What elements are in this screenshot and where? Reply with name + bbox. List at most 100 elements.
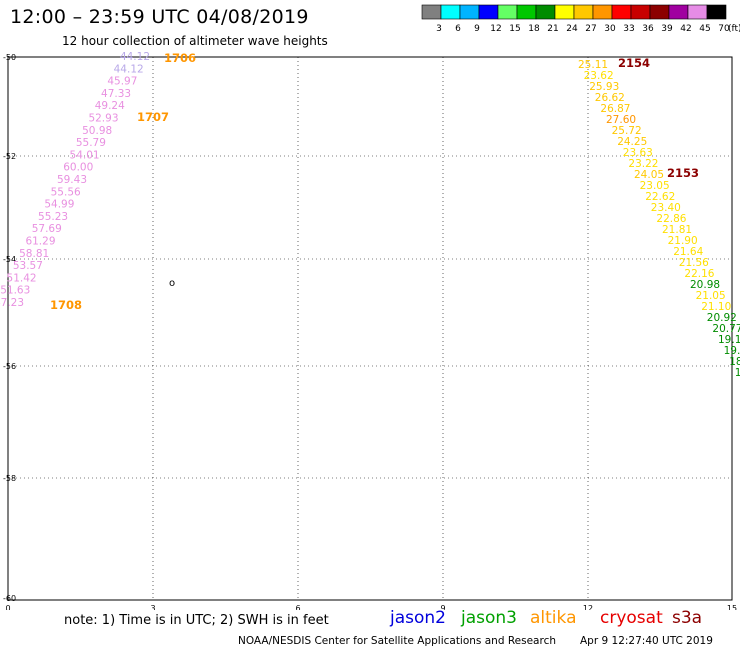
right-track-height-label: 26.87 [600, 103, 630, 115]
satellite-cryosat-label: cryosat [600, 608, 663, 628]
right-track-height-label: 22.62 [645, 191, 675, 203]
left-track-height-label: 45.97 [107, 76, 137, 88]
left-track-height-label: 44.12 [120, 51, 150, 63]
satellite-jason3-label: jason3 [461, 608, 517, 628]
left-track-height-label: 51.63 [0, 285, 30, 297]
right-track-height-label: 21.56 [679, 257, 709, 269]
left-track-height-label: 51.42 [7, 272, 37, 284]
right-track-height-label: 22.86 [656, 213, 686, 225]
left-track-time-label: 1706 [164, 51, 196, 65]
left-track-height-label: 54.01 [70, 149, 100, 161]
right-track-height-label: 25.72 [612, 125, 642, 137]
right-track-height-label: 23.63 [623, 147, 653, 159]
generated-timestamp: Apr 9 12:27:40 UTC 2019 [580, 635, 713, 647]
latitude-label: -50 [3, 53, 16, 62]
left-track-height-label: 47.23 [0, 297, 24, 309]
left-track-height-label: 55.56 [51, 186, 81, 198]
legend-value-label: 42 [680, 24, 691, 34]
right-track-height-label: 23.05 [640, 180, 670, 192]
map-subtitle: 12 hour collection of altimeter wave hei… [62, 34, 328, 48]
legend-value-label: 70 [718, 24, 730, 34]
legend-value-label: 9 [474, 24, 480, 34]
legend-value-label: 15 [509, 24, 520, 34]
longitude-label: 15 [727, 604, 737, 610]
right-track-height-label: 21.10 [701, 301, 731, 313]
latitude-label: -56 [3, 362, 16, 371]
satellite-altika-label: altika [530, 608, 577, 628]
latitude-label: -54 [3, 255, 16, 264]
right-track-height-label: 19.9 [724, 345, 740, 357]
footer-note: note: 1) Time is in UTC; 2) SWH is in fe… [64, 613, 329, 628]
right-track-time-label: 2153 [667, 166, 699, 180]
right-track-height-label: 26.62 [595, 92, 625, 104]
map-plot-area: -50-52-54-56-58-600 3 6 9 12 15o44.1244.1245.… [0, 51, 740, 610]
left-track-height-label: 61.29 [25, 236, 55, 248]
legend-value-label: 18 [528, 24, 540, 34]
longitude-label: 6 [295, 604, 300, 610]
left-track-height-label: 54.99 [44, 199, 74, 211]
right-track-height-label: 21.90 [668, 235, 698, 247]
island-marker: o [169, 278, 175, 289]
satellite-jason2-label: jason2 [390, 608, 446, 628]
longitude-label: 12 [583, 604, 593, 610]
legend-value-label: 39 [661, 24, 673, 34]
legend-value-label: 45 [699, 24, 710, 34]
legend-value-label: 12 [490, 24, 501, 34]
legend-value-label: 6 [455, 24, 461, 34]
right-track-height-label: 23.62 [584, 70, 614, 82]
credit-line: NOAA/NESDIS Center for Satellite Applica… [238, 635, 556, 647]
right-track-time-label: 2154 [618, 56, 650, 70]
legend-value-label: 33 [623, 24, 634, 34]
right-track-height-label: 21.64 [673, 246, 703, 258]
legend-value-label: 30 [604, 24, 616, 34]
right-track-height-label: 24.25 [617, 136, 647, 148]
longitude-label: 9 [440, 604, 445, 610]
right-track-height-label: 24.05 [634, 169, 664, 181]
right-track-height-label: 21.81 [662, 224, 692, 236]
left-track-height-label: 49.24 [95, 100, 125, 112]
left-track-height-label: 52.93 [88, 113, 118, 125]
latitude-label: -52 [3, 152, 16, 161]
longitude-label: 0 [5, 604, 10, 610]
legend-value-label: 24 [566, 24, 578, 34]
left-track-height-label: 59.43 [57, 174, 87, 186]
legend-value-label: 3 [436, 24, 442, 34]
left-track-time-label: 1707 [137, 110, 169, 124]
left-track-height-label: 55.79 [76, 137, 106, 149]
left-track-height-label: 47.33 [101, 88, 131, 100]
right-track-height-label: 23.40 [651, 202, 681, 214]
legend-value-label: 21 [547, 24, 558, 34]
left-track-height-label: 55.23 [38, 211, 68, 223]
left-track-height-label: 44.12 [114, 63, 144, 75]
satellite-s3a-label: s3a [672, 608, 703, 628]
left-track-height-label: 60.00 [63, 162, 93, 174]
right-track-height-label: 25.93 [589, 81, 619, 93]
longitude-label: 3 [150, 604, 155, 610]
right-track-height-label: 20.77 [712, 323, 740, 335]
latitude-label: -60 [3, 594, 16, 603]
right-track-height-label: 22.16 [684, 268, 714, 280]
left-track-height-label: 58.81 [19, 248, 49, 260]
map-title: 12:00 – 23:59 UTC 04/08/2019 [10, 6, 309, 28]
left-track-height-label: 53.57 [13, 260, 43, 272]
right-track-height-label: 20.92 [707, 312, 737, 324]
left-track-height-label: 57.69 [32, 223, 62, 235]
right-track-height-label: 19 [735, 367, 740, 379]
right-track-height-label: 18. [729, 356, 740, 368]
legend-value-label: 27 [585, 24, 596, 34]
right-track-height-label: 21.05 [696, 290, 726, 302]
latitude-label: -58 [3, 474, 16, 483]
right-track-height-label: 20.98 [690, 279, 720, 291]
legend-value-label: 36 [642, 24, 654, 34]
right-track-height-label: 23.22 [628, 158, 658, 170]
right-track-height-label: 27.60 [606, 114, 636, 126]
map-frame [7, 56, 733, 601]
legend-unit-label: (ft) [728, 24, 740, 34]
left-track-height-label: 50.98 [82, 125, 112, 137]
right-track-height-label: 19.11 [718, 334, 740, 346]
left-track-time-label: 1708 [50, 298, 82, 312]
legend-swatch [706, 4, 727, 20]
right-track-height-label: 25.11 [578, 59, 608, 71]
